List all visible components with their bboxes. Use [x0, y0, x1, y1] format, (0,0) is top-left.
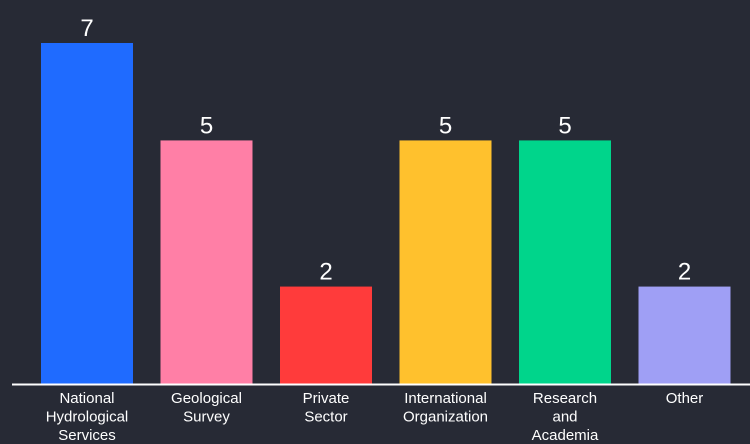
- data-label-3: 2: [319, 259, 332, 286]
- data-label-1: 7: [80, 15, 93, 42]
- data-label-6: 2: [678, 259, 691, 286]
- category-label-5: Research and Academia: [532, 390, 599, 444]
- bar-2: [160, 140, 253, 384]
- category-label-1: National Hydrological Services: [46, 390, 129, 444]
- category-label-2: Geological Survey: [171, 390, 242, 426]
- category-label-4: International Organization: [403, 390, 488, 426]
- category-label-3: Private Sector: [303, 390, 350, 426]
- data-label-2: 5: [200, 112, 213, 139]
- data-label-5: 5: [558, 112, 571, 139]
- category-label-6: Other: [666, 390, 704, 407]
- bar-3: [280, 286, 372, 384]
- bar-5: [519, 140, 611, 384]
- bar-6: [638, 286, 731, 384]
- bar-1: [41, 43, 133, 384]
- bar-4: [399, 140, 492, 384]
- data-label-4: 5: [439, 112, 452, 139]
